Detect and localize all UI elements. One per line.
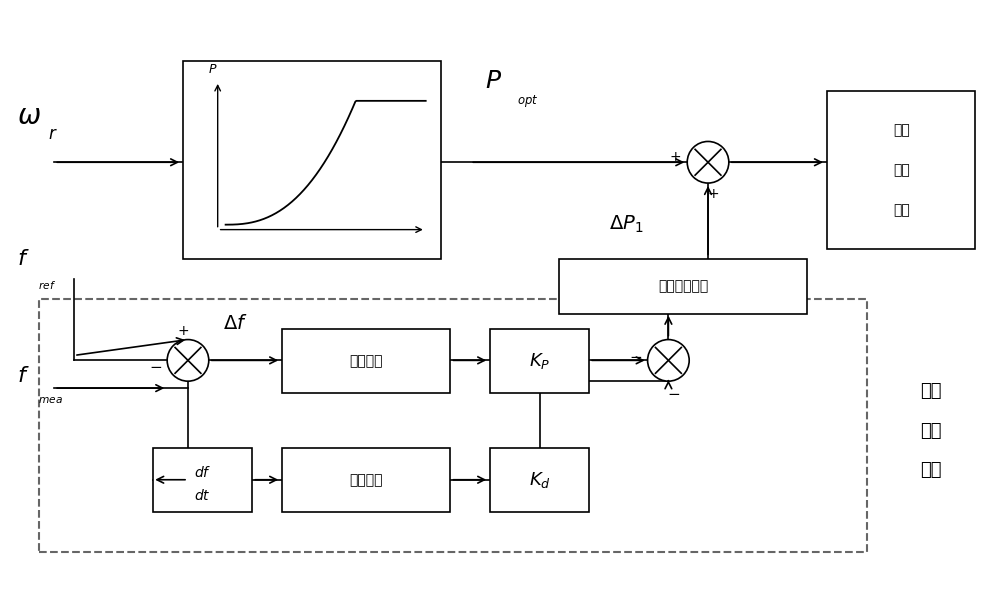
Text: $+$: $+$ [707, 187, 719, 201]
Bar [153, 448, 252, 512]
Bar [490, 448, 589, 512]
Bar [282, 448, 450, 512]
Text: $_{mea}$: $_{mea}$ [38, 391, 63, 405]
Text: $df$: $df$ [194, 465, 212, 479]
Bar [827, 91, 975, 249]
Text: 控制: 控制 [920, 461, 942, 479]
Text: 惯性: 惯性 [920, 422, 942, 440]
Text: $K_d$: $K_d$ [529, 470, 551, 489]
Text: P: P [209, 63, 216, 76]
Text: 转子: 转子 [893, 124, 910, 138]
Circle shape [648, 340, 689, 381]
Text: $\Delta P_1$: $\Delta P_1$ [609, 214, 643, 236]
Text: $P$: $P$ [485, 69, 502, 93]
Text: $-$: $-$ [667, 385, 680, 399]
Text: $f$: $f$ [17, 366, 29, 386]
Circle shape [167, 340, 209, 381]
Text: $-$: $-$ [629, 348, 642, 363]
Bar [559, 259, 807, 314]
Text: $+$: $+$ [669, 150, 681, 164]
Text: 高通滤波: 高通滤波 [350, 354, 383, 368]
Text: $\omega$: $\omega$ [17, 102, 41, 130]
Bar [490, 329, 589, 393]
Text: $_{ref}$: $_{ref}$ [38, 277, 57, 292]
Text: 模拟: 模拟 [920, 382, 942, 400]
Text: 侧变: 侧变 [893, 163, 910, 177]
Text: 低通滤波: 低通滤波 [350, 473, 383, 487]
Text: $r$: $r$ [48, 124, 58, 143]
Bar [39, 299, 867, 551]
Text: 流器: 流器 [893, 203, 910, 217]
Text: $\Delta f$: $\Delta f$ [223, 314, 247, 333]
Text: $K_P$: $K_P$ [529, 351, 550, 371]
Text: $_{opt}$: $_{opt}$ [517, 92, 538, 110]
Text: $-$: $-$ [149, 358, 162, 373]
Circle shape [687, 141, 729, 183]
Text: $+$: $+$ [177, 324, 189, 337]
Text: $dt$: $dt$ [194, 488, 211, 504]
Text: $f$: $f$ [17, 249, 29, 269]
Bar [282, 329, 450, 393]
Bar [183, 61, 441, 259]
Text: 转速保护模块: 转速保护模块 [658, 280, 708, 293]
